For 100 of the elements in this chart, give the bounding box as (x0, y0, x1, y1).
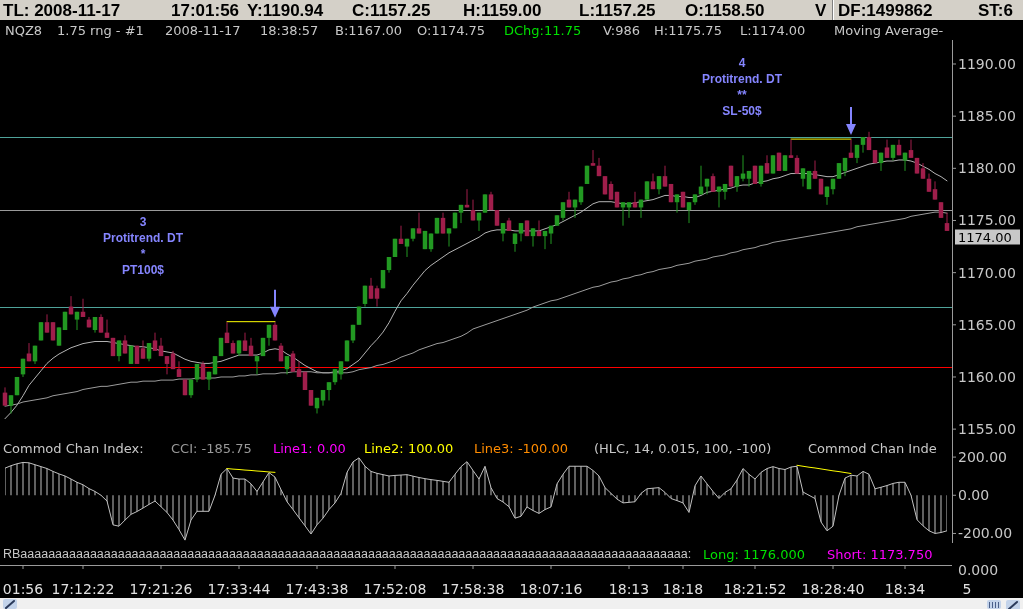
text: V:986 (603, 22, 641, 38)
text: B:1167.00 (335, 22, 403, 38)
annotation: Line1: 0.00 (273, 440, 346, 456)
annotation: CCI: -185.75 (171, 440, 252, 456)
x-tick-label: 18:28:40 (801, 581, 865, 597)
candlestick (98, 313, 104, 334)
annotation: Commod Chan Index: (3, 440, 144, 456)
y-tick-label: 1180.00 (958, 160, 1016, 177)
candlestick (446, 227, 452, 248)
text: Y:1190.94 (247, 0, 324, 20)
candlestick (710, 173, 716, 193)
candlestick (860, 136, 866, 154)
text: 18:38:57 (260, 22, 319, 38)
text: 1.75 rng - #1 (57, 22, 144, 38)
candlestick (164, 355, 170, 375)
y-tick-label: 1155.00 (958, 421, 1016, 438)
candlestick (812, 160, 818, 180)
text: 5 (962, 581, 972, 597)
annotation: (HLC, 14, 0.015, 100, -100) (594, 440, 772, 456)
text: NQZ8 (5, 22, 43, 38)
text: 17:01:56 (171, 0, 240, 20)
line-series (796, 464, 852, 475)
line-series (4, 211, 948, 407)
x-tick-label: 17:12:22 (51, 581, 115, 597)
text: Short: 1173.750 (827, 546, 933, 562)
x-tick-label: 17:52:08 (363, 581, 427, 597)
y-tick-label: 200.00 (958, 449, 1007, 466)
candlestick (932, 180, 938, 201)
text: 1174.00 (958, 229, 1012, 245)
candlestick (416, 212, 422, 235)
x-tick-label: 18:07:16 (519, 581, 583, 597)
candlestick (8, 394, 14, 414)
candlestick (44, 313, 50, 334)
x-tick-label: 18:34 (884, 581, 926, 597)
text: H:1159.00 (463, 0, 542, 20)
candlestick (662, 165, 668, 188)
x-tick-label: 18:13 (608, 581, 650, 597)
y-tick-label: 0.00 (958, 487, 990, 504)
x-tick-label: 17:43:38 (285, 581, 349, 597)
candlestick (608, 180, 614, 201)
y-tick-label: -200.00 (958, 525, 1013, 542)
candlestick (176, 360, 182, 378)
text: TL: 2008-11-17 (3, 0, 121, 20)
text: ST:6 (978, 0, 1013, 20)
text: 2008-11-17 (165, 22, 241, 38)
y-tick-label: 1160.00 (958, 368, 1016, 385)
text: O:1174.75 (417, 22, 486, 38)
candlestick (140, 339, 146, 360)
x-tick-label: 18:18 (662, 581, 704, 597)
candlestick (116, 339, 122, 362)
x-tick-label: 17:58:38 (441, 581, 505, 597)
candlestick (374, 285, 380, 308)
text: V (815, 0, 827, 20)
text: L:1174.00 (740, 22, 806, 38)
text: Moving Average- (834, 22, 944, 38)
annotation: 3 Protitrend. DT * PT100$ (103, 215, 184, 277)
candlestick (200, 360, 206, 381)
text: 0.000 (958, 562, 999, 578)
candlestick (500, 222, 506, 242)
candlestick (644, 180, 650, 201)
text: L:1157.25 (579, 0, 656, 20)
x-tick-label: 17:33:44 (207, 581, 271, 597)
candlestick (764, 154, 770, 175)
text: DF:1499862 (838, 0, 933, 20)
candlestick (686, 201, 692, 224)
candlestick (800, 167, 806, 188)
candlestick (746, 170, 752, 188)
candlestick (794, 154, 800, 175)
annotation: 4 Protitrend. DT ** SL-50$ (702, 56, 783, 118)
candlestick (146, 342, 152, 362)
annotation: Line3: -100.00 (474, 440, 569, 456)
x-tick-label: 17:21:26 (129, 581, 193, 597)
candlestick (530, 227, 536, 248)
candlestick (482, 193, 488, 214)
candlestick (908, 139, 914, 159)
text: C:1157.25 (352, 0, 431, 20)
candlestick (296, 360, 302, 378)
text: Long: 1176.000 (703, 546, 806, 562)
text: RBaaaaaaaaaaaaaaaaaaaaaaaaaaaaaaaaaaaaaaaaaaaaaaaaaaaaaaaaaaaaaaaaaaaaaaaaaaaaaaaaaaaaaaaaaaaaaaaa: (3, 547, 692, 561)
candlestick (944, 212, 950, 232)
y-tick-label: 1185.00 (958, 108, 1016, 125)
candlestick (770, 154, 776, 175)
candlestick (326, 381, 332, 401)
x-tick-label: 18:21:52 (723, 581, 787, 597)
candlestick (518, 222, 524, 242)
annotation: Commod Chan Inde (808, 440, 937, 456)
text: O:1158.50 (685, 0, 765, 20)
candlestick (242, 332, 248, 352)
candlestick (56, 326, 62, 347)
x-tick-label: 01:56 (2, 581, 44, 597)
candlestick (722, 183, 728, 201)
candlestick (440, 212, 446, 235)
y-tick-label: 1175.00 (958, 212, 1016, 229)
y-tick-label: 1165.00 (958, 316, 1016, 333)
candlestick (788, 139, 794, 159)
candlestick (674, 193, 680, 214)
text: DChg:11.75 (504, 22, 582, 38)
candlestick (560, 201, 566, 221)
y-tick-label: 1190.00 (958, 55, 1016, 72)
text: H:1175.75 (654, 22, 722, 38)
